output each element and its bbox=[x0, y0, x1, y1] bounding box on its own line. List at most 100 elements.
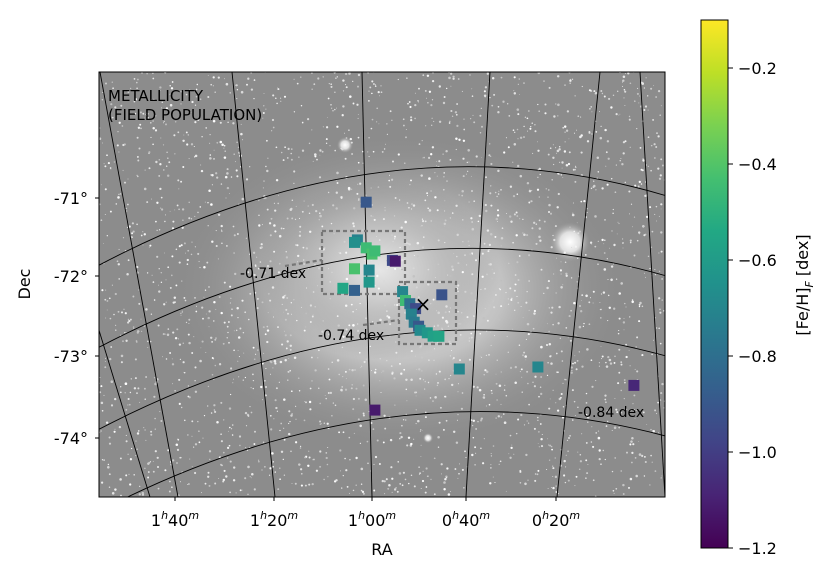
star bbox=[577, 257, 579, 259]
star bbox=[244, 411, 248, 415]
region-label-southwest: -0.84 dex bbox=[578, 405, 644, 421]
star bbox=[209, 142, 211, 144]
star bbox=[203, 415, 206, 417]
star bbox=[235, 492, 237, 494]
star bbox=[566, 439, 569, 442]
star bbox=[127, 90, 130, 94]
star bbox=[614, 397, 616, 400]
star bbox=[484, 287, 487, 290]
star bbox=[580, 200, 583, 203]
star bbox=[412, 204, 416, 207]
star bbox=[451, 212, 454, 214]
star bbox=[183, 296, 186, 299]
star bbox=[521, 354, 525, 357]
star bbox=[114, 428, 116, 430]
star bbox=[333, 232, 335, 235]
star bbox=[473, 317, 475, 319]
ra-tick-label: 0h40m bbox=[442, 509, 490, 530]
star bbox=[495, 217, 499, 221]
star bbox=[357, 418, 360, 421]
star bbox=[615, 408, 618, 411]
star bbox=[277, 326, 279, 329]
star bbox=[159, 187, 162, 191]
star bbox=[365, 194, 367, 196]
star bbox=[590, 187, 593, 190]
star bbox=[157, 324, 160, 327]
star bbox=[165, 165, 168, 167]
star bbox=[543, 292, 545, 294]
star bbox=[538, 219, 541, 222]
star bbox=[427, 102, 429, 104]
star bbox=[555, 257, 557, 259]
star bbox=[503, 413, 505, 415]
star bbox=[611, 470, 614, 473]
star bbox=[658, 297, 661, 300]
star bbox=[517, 113, 520, 116]
star bbox=[223, 156, 227, 159]
star bbox=[285, 347, 288, 350]
star bbox=[104, 366, 107, 369]
star bbox=[452, 430, 456, 434]
star bbox=[490, 455, 493, 457]
star bbox=[569, 339, 572, 342]
star bbox=[533, 221, 536, 224]
star bbox=[314, 153, 317, 156]
star bbox=[275, 178, 279, 182]
star bbox=[373, 463, 375, 465]
star bbox=[652, 430, 655, 433]
star bbox=[118, 425, 122, 429]
star bbox=[176, 462, 178, 464]
star bbox=[411, 208, 413, 210]
star bbox=[554, 457, 556, 459]
star bbox=[183, 134, 185, 136]
star bbox=[635, 474, 638, 478]
star bbox=[430, 478, 432, 481]
star bbox=[599, 302, 601, 303]
star bbox=[471, 227, 475, 231]
star bbox=[348, 333, 351, 335]
star bbox=[480, 356, 483, 359]
star bbox=[479, 332, 482, 335]
star bbox=[213, 404, 216, 407]
star bbox=[365, 317, 367, 319]
star bbox=[552, 475, 554, 478]
star bbox=[647, 255, 650, 258]
star bbox=[539, 423, 542, 425]
star bbox=[327, 191, 330, 194]
star bbox=[237, 376, 240, 378]
star bbox=[629, 443, 632, 446]
star bbox=[104, 361, 106, 363]
star bbox=[222, 451, 225, 454]
star bbox=[644, 105, 648, 108]
star bbox=[491, 277, 494, 280]
star bbox=[528, 403, 530, 406]
star bbox=[123, 181, 127, 184]
star bbox=[383, 480, 386, 483]
star bbox=[172, 459, 175, 462]
star bbox=[161, 101, 164, 104]
data-point bbox=[427, 330, 439, 342]
star bbox=[557, 103, 560, 107]
star bbox=[458, 319, 461, 322]
star bbox=[272, 94, 275, 97]
star bbox=[214, 410, 217, 413]
star bbox=[224, 78, 225, 80]
star bbox=[567, 479, 570, 482]
star bbox=[179, 358, 181, 360]
star bbox=[121, 311, 123, 314]
star bbox=[253, 79, 256, 81]
star bbox=[115, 203, 118, 205]
star bbox=[142, 231, 144, 233]
star bbox=[661, 299, 663, 301]
star bbox=[234, 161, 236, 163]
star bbox=[448, 122, 451, 124]
star bbox=[127, 404, 129, 406]
star bbox=[605, 151, 608, 154]
star bbox=[475, 452, 477, 454]
star bbox=[191, 466, 193, 468]
star bbox=[229, 193, 230, 195]
star bbox=[638, 95, 640, 97]
star bbox=[269, 467, 272, 470]
star bbox=[374, 84, 377, 86]
star bbox=[190, 111, 192, 113]
